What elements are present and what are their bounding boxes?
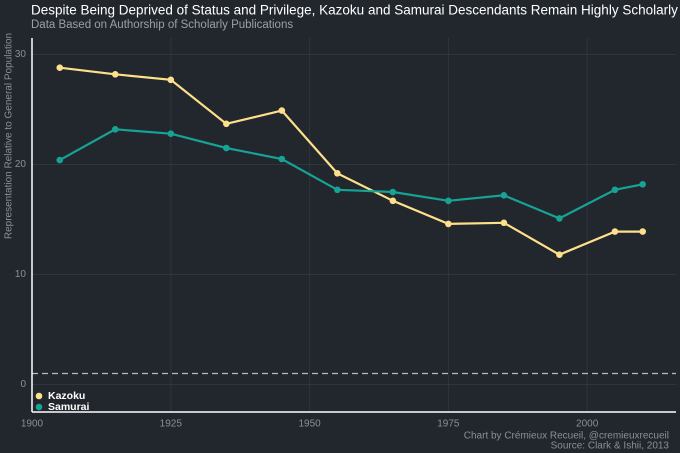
series-line bbox=[59, 66, 643, 256]
credit: Chart by Crémieux Recueil, @cremieuxrecu… bbox=[464, 431, 669, 442]
y-tick-label: 0 bbox=[20, 379, 26, 390]
y-tick-label: 30 bbox=[15, 49, 27, 60]
data-point bbox=[334, 170, 341, 177]
legend-marker bbox=[35, 392, 43, 400]
data-point bbox=[167, 76, 175, 84]
data-point bbox=[334, 186, 341, 194]
legend-marker bbox=[35, 403, 43, 411]
x-tick-label: 1950 bbox=[298, 419, 321, 430]
data-point bbox=[500, 192, 508, 199]
data-point bbox=[611, 186, 619, 194]
data-point bbox=[167, 130, 175, 137]
data-point bbox=[556, 251, 563, 258]
data-point bbox=[611, 228, 619, 235]
series-line bbox=[59, 128, 643, 220]
data-point bbox=[445, 220, 452, 228]
data-point bbox=[278, 155, 286, 163]
data-point bbox=[111, 126, 119, 133]
y-tick-label: 20 bbox=[15, 159, 27, 170]
x-tick-label: 2000 bbox=[576, 419, 599, 430]
data-point bbox=[389, 197, 397, 205]
data-point bbox=[500, 219, 508, 227]
data-point bbox=[639, 228, 646, 235]
legend-label: Kazoku bbox=[48, 390, 85, 402]
data-point bbox=[223, 120, 230, 128]
data-point bbox=[389, 188, 397, 196]
x-tick-label: 1975 bbox=[437, 419, 460, 430]
x-tick-label: 1925 bbox=[160, 419, 183, 430]
legend-label: Samurai bbox=[48, 401, 90, 413]
data-point bbox=[639, 181, 646, 188]
chart-subtitle: Data Based on Authorship of Scholarly Pu… bbox=[31, 19, 293, 31]
source: Source: Clark & Ishii, 2013 bbox=[551, 441, 670, 452]
y-tick-label: 10 bbox=[15, 269, 27, 280]
data-point bbox=[56, 64, 64, 71]
data-point bbox=[278, 107, 286, 114]
y-axis-label: Representation Relative to General Popul… bbox=[4, 33, 15, 239]
chart-title: Despite Being Deprived of Status and Pri… bbox=[31, 3, 678, 18]
data-point bbox=[556, 215, 563, 222]
data-point bbox=[223, 144, 230, 152]
x-tick-label: 1900 bbox=[21, 419, 44, 430]
data-point bbox=[56, 156, 64, 164]
data-point bbox=[445, 197, 452, 205]
data-point bbox=[111, 71, 119, 78]
